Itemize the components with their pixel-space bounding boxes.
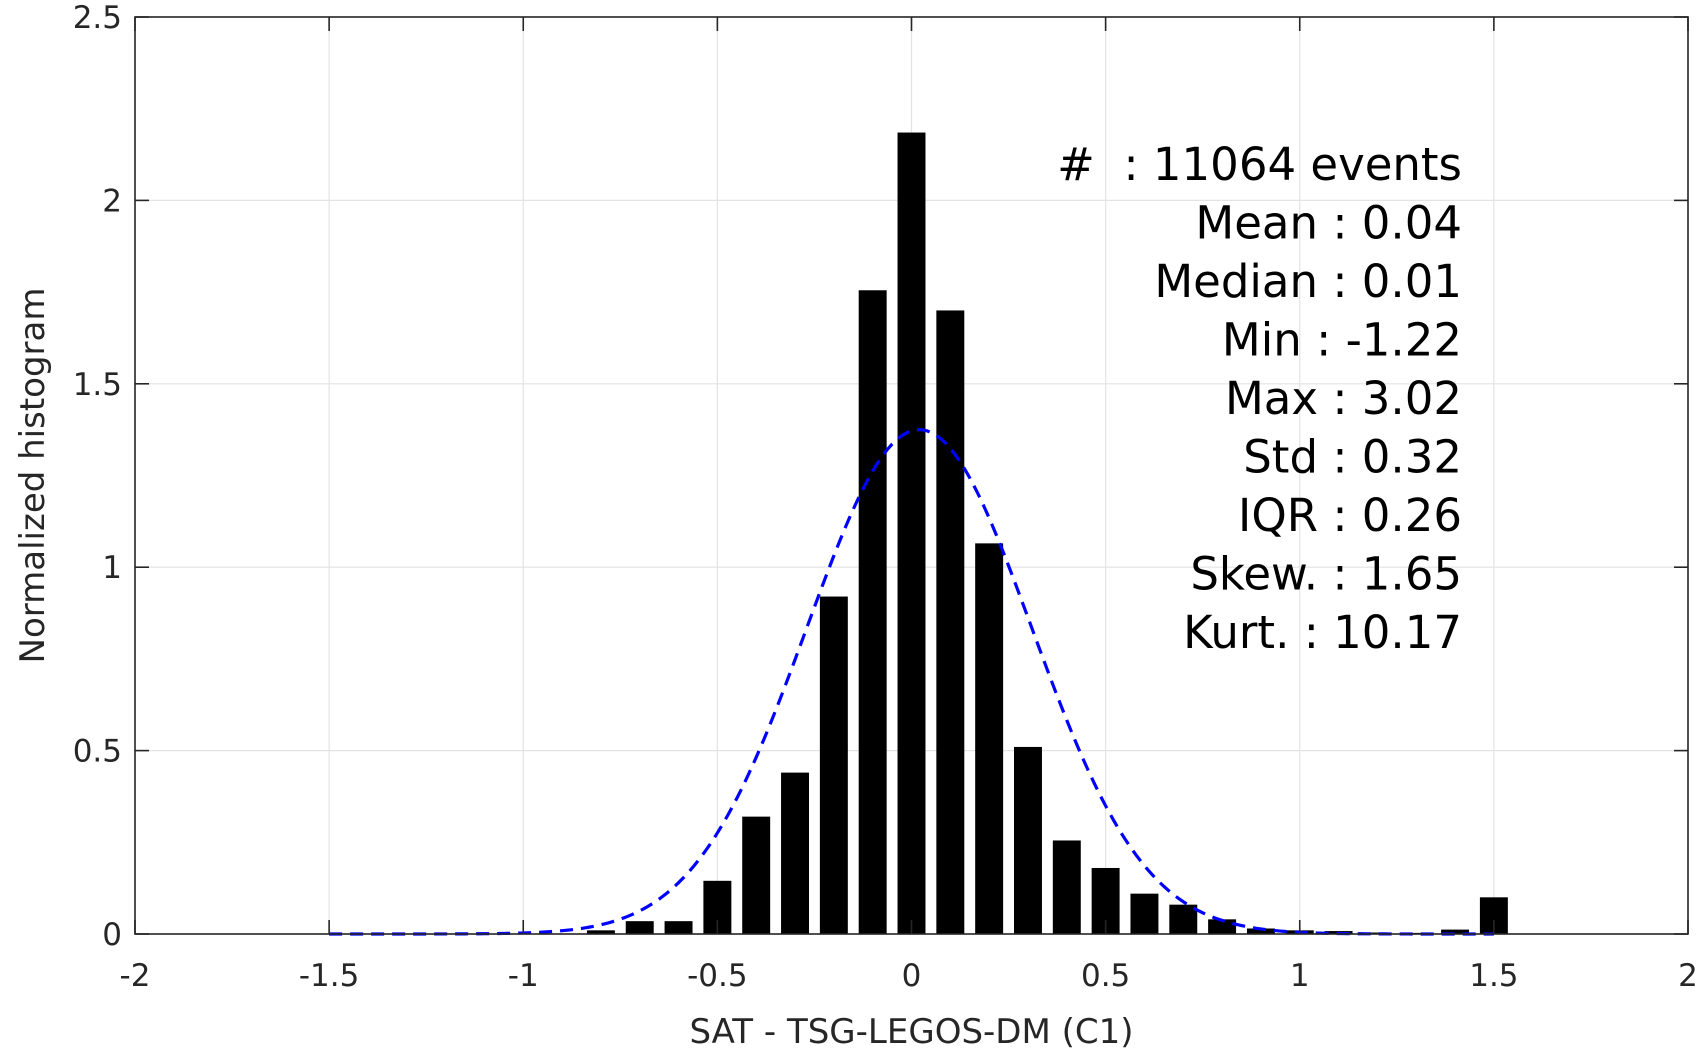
stats-label: Median (1154, 255, 1318, 308)
stats-value: 0.32 (1362, 431, 1462, 484)
histogram-bar (936, 310, 965, 934)
stats-value: -1.22 (1346, 314, 1462, 367)
stats-line: Max : 3.02 (1225, 372, 1462, 425)
stats-line: # : 11064 events (1057, 138, 1462, 191)
histogram-bar (975, 543, 1004, 934)
histogram-bar (586, 930, 615, 934)
stats-label: Std (1243, 431, 1318, 484)
x-tick-label: 0.5 (1081, 958, 1130, 994)
stats-separator: : (1318, 431, 1362, 484)
stats-separator: : (1318, 197, 1362, 250)
y-tick-label: 0.5 (73, 734, 122, 770)
stats-label: IQR (1238, 489, 1318, 542)
x-tick-label: 2 (1678, 958, 1698, 994)
stats-value: 11064 events (1153, 138, 1462, 191)
histogram-bar (625, 921, 654, 934)
stats-label: Kurt. (1183, 606, 1289, 659)
stats-line: IQR : 0.26 (1238, 489, 1462, 542)
stats-line: Min : -1.22 (1222, 314, 1462, 367)
histogram-bar (1130, 893, 1159, 934)
y-axis-label: Normalized histogram (13, 288, 53, 664)
y-tick-label: 1.5 (73, 367, 122, 403)
x-tick-label: -1 (508, 958, 539, 994)
stats-line: Skew. : 1.65 (1190, 548, 1462, 601)
stats-separator: : (1289, 606, 1333, 659)
stats-separator: : (1318, 372, 1362, 425)
stats-separator: : (1318, 489, 1362, 542)
stats-value: 3.02 (1362, 372, 1462, 425)
x-axis-label: SAT - TSG-LEGOS-DM (C1) (689, 1012, 1133, 1052)
stats-label: Min (1222, 314, 1302, 367)
histogram-bar (858, 290, 887, 934)
histogram-bar (664, 921, 693, 934)
stats-line: Median : 0.01 (1154, 255, 1462, 308)
histogram-bar (897, 132, 926, 935)
y-tick-label: 2.5 (73, 0, 122, 36)
histogram-bar (1169, 904, 1198, 934)
x-tick-label: 1 (1290, 958, 1310, 994)
histogram-bar (1208, 919, 1237, 934)
stats-separator: : (1095, 138, 1153, 191)
stats-value: 0.26 (1362, 489, 1462, 542)
stats-value: 10.17 (1333, 606, 1462, 659)
stats-label: Mean (1195, 197, 1318, 250)
histogram-bar (819, 596, 848, 934)
y-tick-label: 2 (102, 183, 122, 219)
y-tick-label: 1 (102, 550, 122, 586)
histogram-bar (742, 816, 771, 934)
stats-label: Skew. (1190, 548, 1318, 601)
stats-line: Std : 0.32 (1243, 431, 1462, 484)
stats-line: Mean : 0.04 (1195, 197, 1462, 250)
stats-label: Max (1225, 372, 1318, 425)
histogram-bar (1052, 840, 1081, 934)
histogram-bar (781, 772, 810, 934)
histogram-bar (1013, 746, 1042, 934)
stats-separator: : (1318, 255, 1362, 308)
stats-value: 0.01 (1362, 255, 1462, 308)
y-tick-label: 0 (102, 917, 122, 953)
stats-value: 0.04 (1362, 197, 1462, 250)
stats-value: 1.65 (1362, 548, 1462, 601)
histogram-bars (586, 132, 1508, 935)
x-tick-label: 0 (902, 958, 922, 994)
histogram-bar (1246, 928, 1275, 934)
x-tick-label: 1.5 (1469, 958, 1518, 994)
x-tick-label: -1.5 (299, 958, 360, 994)
x-tick-label: -0.5 (687, 958, 748, 994)
stats-separator: : (1302, 314, 1346, 367)
stats-line: Kurt. : 10.17 (1183, 606, 1462, 659)
x-tick-label: -2 (120, 958, 151, 994)
stats-separator: : (1318, 548, 1362, 601)
x-axis-ticks: -2 -1.5 -1 -0.5 0 0.5 1 1.5 2 (120, 17, 1698, 994)
stats-label: # (1057, 138, 1095, 191)
histogram-bar (1441, 929, 1470, 934)
y-axis-ticks: 0 0.5 1 1.5 2 2.5 (73, 0, 1688, 953)
